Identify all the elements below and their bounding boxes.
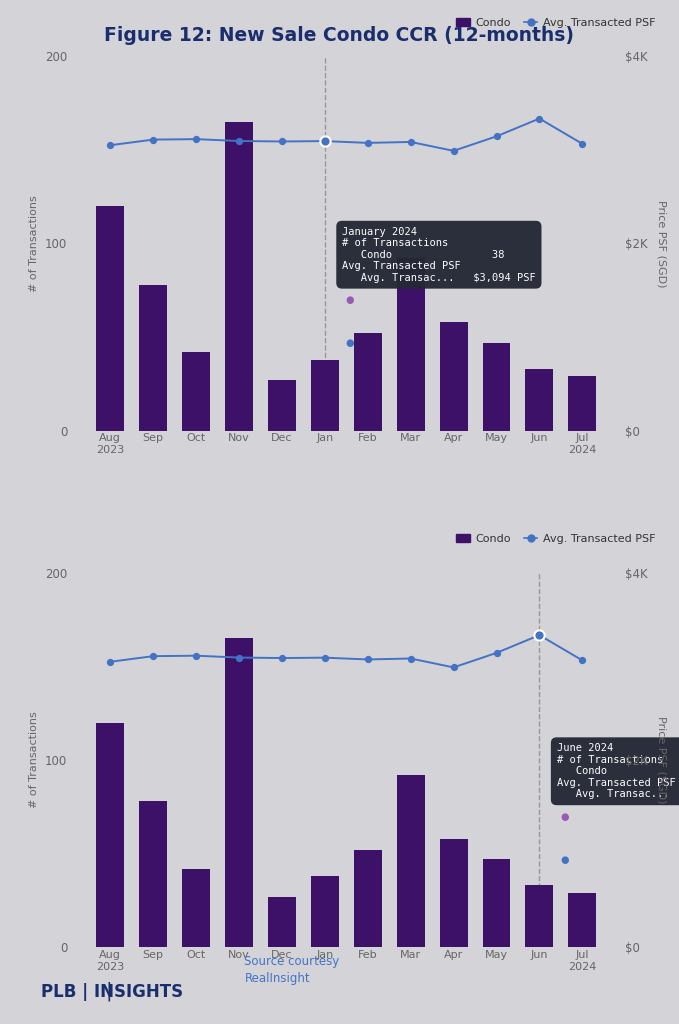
Bar <box>182 868 210 947</box>
Bar <box>568 377 596 431</box>
Point <box>234 133 244 150</box>
Text: ●: ● <box>346 295 354 305</box>
Legend: Condo, Avg. Transacted PSF: Condo, Avg. Transacted PSF <box>452 529 660 549</box>
Bar <box>96 723 124 947</box>
Point <box>363 651 373 668</box>
Bar <box>96 206 124 431</box>
Bar <box>568 893 596 947</box>
Point <box>191 647 202 664</box>
Bar <box>397 775 424 947</box>
Bar <box>483 343 511 431</box>
Bar <box>311 877 339 947</box>
Text: PLB | INSIGHTS: PLB | INSIGHTS <box>41 983 183 1001</box>
Point <box>319 133 330 150</box>
Point <box>491 128 502 144</box>
Point <box>405 134 416 151</box>
Text: Figure 12: New Sale Condo CCR (12-months): Figure 12: New Sale Condo CCR (12-months… <box>105 26 574 45</box>
Bar <box>139 801 167 947</box>
Point <box>319 649 330 666</box>
Text: January 2024
# of Transactions
   Condo                38
Avg. Transacted PSF
  : January 2024 # of Transactions Condo 38 … <box>342 226 536 283</box>
Bar <box>268 897 296 947</box>
Bar <box>483 859 511 947</box>
Point <box>363 135 373 152</box>
Bar <box>439 323 468 431</box>
Legend: Condo, Avg. Transacted PSF: Condo, Avg. Transacted PSF <box>452 13 660 32</box>
Bar <box>225 638 253 947</box>
Point <box>105 653 115 670</box>
Point <box>148 131 159 147</box>
Point <box>491 645 502 662</box>
Point <box>319 133 330 150</box>
Text: ●: ● <box>346 338 354 348</box>
Bar <box>526 886 553 947</box>
Bar <box>354 850 382 947</box>
Bar <box>439 839 468 947</box>
Bar <box>139 285 167 431</box>
Point <box>191 131 202 147</box>
Bar <box>225 122 253 431</box>
Text: June 2024
# of Transactions
   Condo                33
Avg. Transacted PSF
   Av: June 2024 # of Transactions Condo 33 Avg… <box>557 743 679 800</box>
Bar <box>182 352 210 431</box>
Y-axis label: # of Transactions: # of Transactions <box>29 196 39 292</box>
Point <box>234 649 244 666</box>
Text: Source courtesy
RealInsight: Source courtesy RealInsight <box>244 955 340 985</box>
Bar <box>526 369 553 431</box>
Bar <box>268 380 296 431</box>
Point <box>276 650 287 667</box>
Point <box>448 142 459 159</box>
Point <box>405 650 416 667</box>
Y-axis label: # of Transactions: # of Transactions <box>29 712 39 808</box>
Text: ●: ● <box>560 812 568 822</box>
Y-axis label: Price PSF (SGD): Price PSF (SGD) <box>657 717 666 804</box>
Point <box>577 652 588 669</box>
Point <box>534 111 545 127</box>
Bar <box>397 258 424 431</box>
Point <box>534 627 545 643</box>
Point <box>148 648 159 665</box>
Y-axis label: Price PSF (SGD): Price PSF (SGD) <box>657 200 666 287</box>
Point <box>105 137 115 154</box>
Bar <box>354 334 382 431</box>
Point <box>534 627 545 643</box>
Point <box>577 135 588 152</box>
Text: |: | <box>105 982 112 1001</box>
Text: ●: ● <box>560 855 568 865</box>
Point <box>448 659 459 676</box>
Bar <box>311 359 339 431</box>
Point <box>276 133 287 150</box>
